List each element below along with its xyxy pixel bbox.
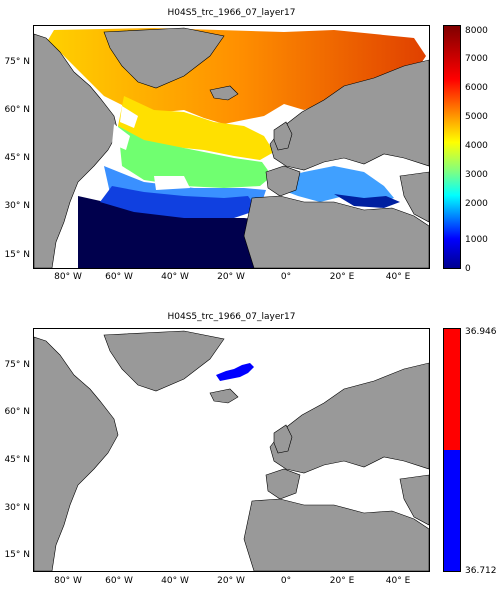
lon-label-40w-bottom: 40° W — [161, 576, 189, 586]
bottom-map-title: H04S5_trc_1966_07_layer17 — [167, 312, 296, 322]
lon-label-0: 0° — [280, 272, 292, 282]
lat-label-60n-bottom: 60° N — [4, 407, 30, 417]
lon-label-60w: 60° W — [105, 272, 133, 282]
lon-label-20w-bottom: 20° W — [217, 576, 245, 586]
top-map-area — [33, 25, 430, 269]
lat-label-30n: 30° N — [4, 201, 30, 211]
lon-label-40e: 40° E — [385, 272, 411, 282]
colorbar-label-7000: 7000 — [465, 54, 488, 64]
bottom-colorbar — [443, 328, 461, 572]
lon-label-20e-bottom: 20° E — [329, 576, 355, 586]
colorbar-label-min: 36.712 — [465, 566, 497, 576]
lon-label-40w: 40° W — [161, 272, 189, 282]
lat-label-75n: 75° N — [4, 57, 30, 67]
lat-label-60n: 60° N — [4, 105, 30, 115]
lon-label-80w-bottom: 80° W — [54, 576, 82, 586]
lon-label-20e: 20° E — [329, 272, 355, 282]
top-colorbar — [443, 25, 461, 269]
top-map-svg — [34, 27, 429, 268]
low-value-patch — [216, 363, 254, 381]
lat-label-15n: 15° N — [4, 250, 30, 260]
land-masses — [34, 27, 429, 268]
colorbar-label-2000: 2000 — [465, 199, 488, 209]
top-map-title: H04S5_trc_1966_07_layer17 — [167, 8, 296, 18]
colorbar-label-3000: 3000 — [465, 170, 488, 180]
nodata-regions — [112, 106, 190, 190]
bottom-map-svg — [34, 330, 429, 571]
lon-label-80w: 80° W — [54, 272, 82, 282]
lon-label-40e-bottom: 40° E — [385, 576, 411, 586]
lat-label-30n-bottom: 30° N — [4, 503, 30, 513]
colorbar-label-max: 36.946 — [465, 327, 497, 337]
colorbar-label-0: 0 — [465, 264, 471, 274]
land-masses-bottom — [34, 330, 429, 571]
bottom-map-area — [33, 328, 430, 572]
colorbar-label-8000: 8000 — [465, 26, 488, 36]
lon-label-60w-bottom: 60° W — [105, 576, 133, 586]
top-map-panel: H04S5_trc_1966_07_layer17 — [4, 8, 488, 282]
colorbar-label-6000: 6000 — [465, 83, 488, 93]
lat-label-45n-bottom: 45° N — [4, 455, 30, 465]
lat-label-15n-bottom: 15° N — [4, 550, 30, 560]
colorbar-label-1000: 1000 — [465, 235, 488, 245]
bottom-map-panel: H04S5_trc_1966_07_layer17 75° N 60° N 45… — [0, 300, 500, 600]
colorbar-label-4000: 4000 — [465, 141, 488, 151]
lon-label-20w: 20° W — [217, 272, 245, 282]
lon-label-0-bottom: 0° — [280, 576, 292, 586]
colorbar-label-5000: 5000 — [465, 112, 488, 122]
lat-label-75n-bottom: 75° N — [4, 360, 30, 370]
lat-label-45n: 45° N — [4, 153, 30, 163]
